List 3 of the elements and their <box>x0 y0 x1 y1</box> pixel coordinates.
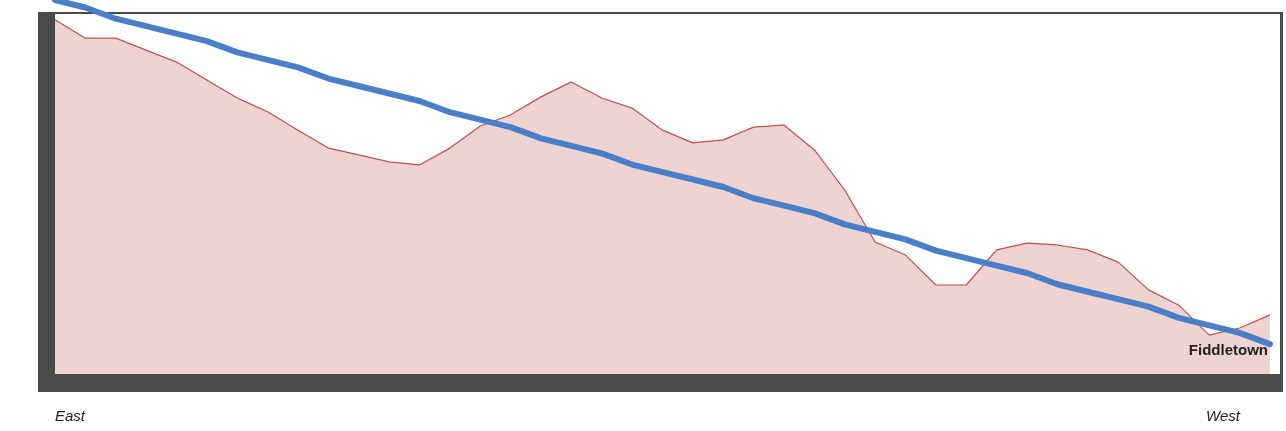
text: West <box>1206 407 1241 424</box>
annotation: Fiddletown <box>1188 341 1268 358</box>
text: East <box>55 407 86 424</box>
